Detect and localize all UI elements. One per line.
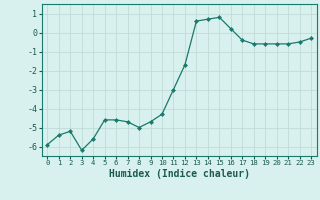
X-axis label: Humidex (Indice chaleur): Humidex (Indice chaleur) — [109, 169, 250, 179]
